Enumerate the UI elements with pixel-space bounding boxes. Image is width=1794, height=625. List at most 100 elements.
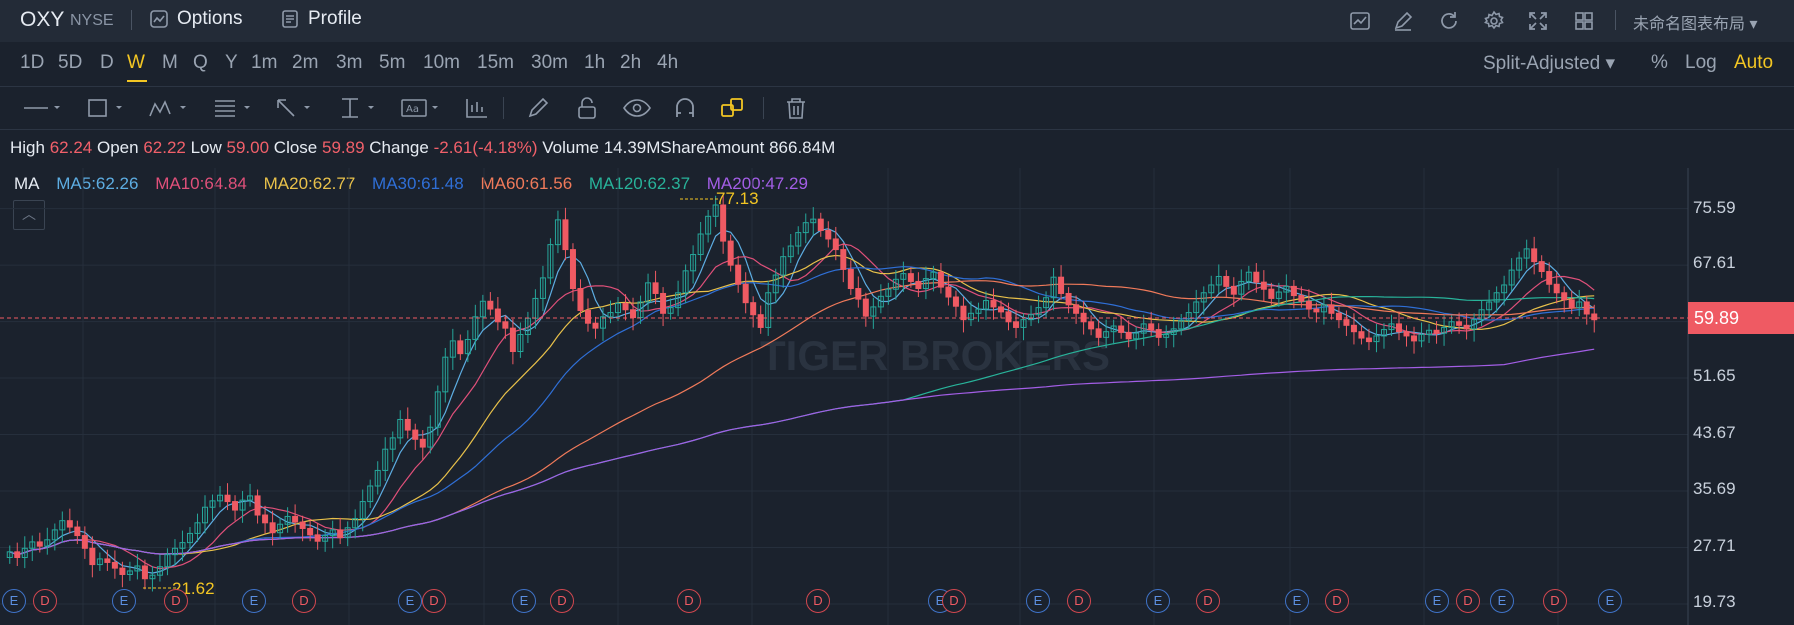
rectangle-tool-icon[interactable]: [86, 96, 128, 120]
divider: [1615, 10, 1616, 30]
interval-w[interactable]: W: [127, 52, 145, 73]
grid-lines: [0, 168, 1689, 625]
interval-10m[interactable]: 10m: [423, 52, 460, 73]
auto-toggle[interactable]: Auto: [1734, 52, 1774, 73]
interval-m[interactable]: M: [162, 52, 178, 73]
interval-d[interactable]: D: [100, 52, 114, 73]
candle-body: [1290, 285, 1297, 297]
line-tool-icon[interactable]: [22, 96, 64, 120]
profile-button[interactable]: Profile: [280, 8, 362, 30]
earnings-event-marker[interactable]: E: [242, 589, 266, 613]
unlock-icon[interactable]: [574, 96, 600, 120]
interval-1d[interactable]: 1D: [20, 52, 45, 73]
dividend-event-marker[interactable]: D: [1067, 589, 1091, 613]
candle-body: [1110, 325, 1117, 333]
candle-body: [607, 312, 614, 318]
magnet-icon[interactable]: [672, 96, 698, 120]
interval-y[interactable]: Y: [225, 52, 238, 73]
candle-body: [554, 219, 561, 246]
interval-1m[interactable]: 1m: [251, 52, 278, 73]
earnings-event-marker[interactable]: E: [1146, 589, 1170, 613]
interval-5d[interactable]: 5D: [58, 52, 83, 73]
earnings-event-marker[interactable]: E: [1285, 589, 1309, 613]
chart-type-icon[interactable]: [1349, 10, 1371, 32]
candle-body: [1298, 295, 1305, 302]
interval-4h[interactable]: 4h: [657, 52, 679, 73]
dividend-event-marker[interactable]: D: [1325, 589, 1349, 613]
fullscreen-icon[interactable]: [1527, 10, 1549, 32]
symbol-label[interactable]: OXY: [20, 8, 65, 31]
log-toggle[interactable]: Log: [1685, 52, 1717, 73]
dividend-event-marker[interactable]: D: [1456, 589, 1480, 613]
earnings-event-marker[interactable]: E: [1425, 589, 1449, 613]
arrow-tool-icon[interactable]: [274, 96, 316, 120]
interval-3m[interactable]: 3m: [336, 52, 363, 73]
earnings-event-marker[interactable]: E: [398, 589, 422, 613]
candle-body: [960, 305, 967, 321]
candle-body: [194, 522, 201, 534]
measure-tool-icon[interactable]: [338, 96, 380, 120]
pencil-icon[interactable]: [526, 96, 552, 120]
gear-icon[interactable]: [1483, 10, 1505, 32]
link-objects-icon[interactable]: [719, 96, 745, 120]
candle-body: [89, 547, 96, 566]
edit-icon[interactable]: [1392, 10, 1414, 32]
fibonacci-tool-icon[interactable]: [212, 96, 254, 120]
candle-body: [780, 256, 787, 276]
adjust-mode-dropdown[interactable]: Split-Adjusted ▾: [1483, 53, 1616, 74]
dividend-event-marker[interactable]: D: [1543, 589, 1567, 613]
earnings-event-marker[interactable]: E: [112, 589, 136, 613]
dividend-event-marker[interactable]: D: [677, 589, 701, 613]
earnings-event-marker[interactable]: E: [1026, 589, 1050, 613]
interval-15m[interactable]: 15m: [477, 52, 514, 73]
layout-grid-icon[interactable]: [1573, 10, 1595, 32]
candle-body: [1343, 319, 1350, 326]
candle-body: [967, 312, 974, 321]
earnings-event-marker[interactable]: E: [1598, 589, 1622, 613]
interval-q[interactable]: Q: [193, 52, 208, 73]
candle-body: [937, 271, 944, 288]
text-tool-icon[interactable]: Aa: [400, 96, 442, 120]
candle-body: [630, 309, 637, 319]
earnings-event-marker[interactable]: E: [512, 589, 536, 613]
trash-icon[interactable]: [783, 96, 809, 120]
candle-body: [449, 340, 456, 358]
candle-body: [397, 418, 404, 439]
eye-icon[interactable]: [622, 96, 652, 120]
earnings-event-marker[interactable]: E: [1490, 589, 1514, 613]
candle-body: [254, 495, 261, 516]
dividend-event-marker[interactable]: D: [422, 589, 446, 613]
chevron-up-icon: ︿: [22, 206, 36, 222]
earnings-event-marker[interactable]: E: [2, 589, 26, 613]
collapse-legend-button[interactable]: ︿: [13, 200, 45, 230]
dividend-event-marker[interactable]: D: [292, 589, 316, 613]
interval-2m[interactable]: 2m: [292, 52, 319, 73]
dividend-event-marker[interactable]: D: [33, 589, 57, 613]
candle-body: [171, 547, 178, 556]
interval-5m[interactable]: 5m: [379, 52, 406, 73]
refresh-icon[interactable]: [1438, 10, 1460, 32]
interval-30m[interactable]: 30m: [531, 52, 568, 73]
dividend-event-marker[interactable]: D: [806, 589, 830, 613]
candle-body: [1320, 304, 1327, 313]
candle-body: [14, 551, 21, 558]
candle-body: [727, 240, 734, 266]
indicator-tool-icon[interactable]: [464, 96, 490, 120]
candle-body: [262, 514, 269, 524]
dividend-event-marker[interactable]: D: [1196, 589, 1220, 613]
dividend-event-marker[interactable]: D: [942, 589, 966, 613]
options-button[interactable]: Options: [149, 8, 242, 30]
percent-toggle[interactable]: %: [1651, 52, 1668, 73]
ma-legend[interactable]: MA MA5:62.26 MA10:64.84 MA20:62.77 MA30:…: [14, 174, 820, 194]
candle-body: [577, 288, 584, 311]
interval-2h[interactable]: 2h: [620, 52, 642, 73]
pattern-tool-icon[interactable]: [148, 96, 190, 120]
dividend-event-marker[interactable]: D: [164, 589, 188, 613]
candle-body: [1005, 311, 1012, 323]
interval-1h[interactable]: 1h: [584, 52, 606, 73]
candle-body: [757, 314, 764, 328]
candle-body: [359, 501, 366, 520]
layout-name-dropdown[interactable]: 未命名图表布局 ▾: [1633, 16, 1758, 33]
dividend-event-marker[interactable]: D: [550, 589, 574, 613]
